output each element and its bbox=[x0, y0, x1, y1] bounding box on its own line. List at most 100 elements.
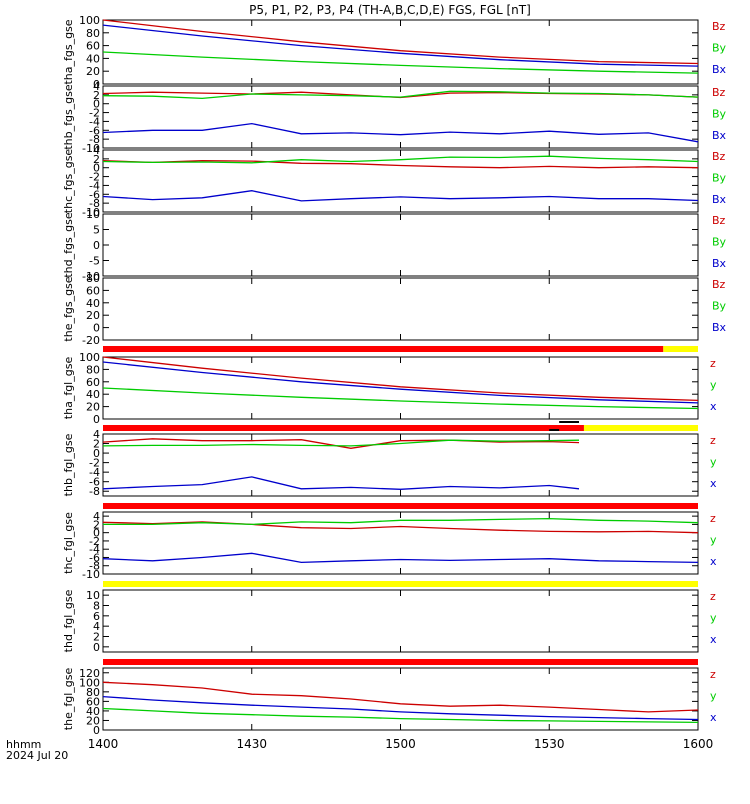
x-tick-label: 1400 bbox=[88, 737, 119, 751]
legend-entry: y bbox=[710, 456, 717, 469]
legend-entry: Bz bbox=[712, 278, 726, 291]
panel-frame bbox=[102, 589, 699, 653]
y-tick-label: 4 bbox=[93, 620, 100, 633]
y-tick-label: 100 bbox=[79, 351, 100, 364]
series-line-x bbox=[102, 476, 580, 490]
y-tick-label: -2 bbox=[89, 535, 100, 548]
panel-frame bbox=[102, 667, 699, 731]
y-tick-label: 100 bbox=[79, 14, 100, 27]
y-tick-label: -2 bbox=[89, 107, 100, 120]
y-tick-label: 20 bbox=[86, 401, 100, 414]
y-tick-label: 2 bbox=[93, 153, 100, 166]
y-tick-label: -10 bbox=[82, 270, 100, 283]
y-tick-label: 0 bbox=[93, 322, 100, 335]
y-tick-label: 0 bbox=[93, 641, 100, 654]
y-tick-label: 10 bbox=[86, 208, 100, 221]
y-tick-label: 8 bbox=[93, 600, 100, 613]
panel-frame bbox=[102, 85, 699, 149]
y-tick-label: 4 bbox=[93, 428, 100, 441]
y-axis-label: the_fgl_gse bbox=[62, 668, 75, 731]
y-tick-label: 120 bbox=[79, 667, 100, 680]
legend-entry: Bz bbox=[712, 214, 726, 227]
y-tick-label: 0 bbox=[93, 78, 100, 91]
legend-entry: x bbox=[710, 477, 717, 490]
y-tick-label: -5 bbox=[89, 255, 100, 268]
legend-entry: Bz bbox=[712, 150, 726, 163]
legend-entry: By bbox=[712, 236, 727, 249]
series-line-y bbox=[103, 517, 699, 526]
y-tick-label: 40 bbox=[86, 388, 100, 401]
y-tick-label: 0 bbox=[93, 162, 100, 175]
y-tick-label: -6 bbox=[89, 551, 100, 564]
series-line-z bbox=[102, 681, 699, 713]
series-line-z bbox=[102, 438, 580, 449]
y-tick-label: 20 bbox=[86, 714, 100, 727]
legend-entry: z bbox=[710, 434, 716, 447]
y-tick-label: -8 bbox=[89, 560, 100, 573]
x-tick-label: 1500 bbox=[385, 737, 416, 751]
y-tick-label: -4 bbox=[89, 115, 100, 128]
y-tick-label: 2 bbox=[93, 518, 100, 531]
legend-entry: y bbox=[710, 690, 717, 703]
y-tick-label: 0 bbox=[93, 413, 100, 426]
series-line-By bbox=[102, 90, 699, 100]
x-tick-label: 1430 bbox=[236, 737, 267, 751]
status-bar-mark bbox=[549, 429, 560, 431]
y-tick-label: 4 bbox=[93, 144, 100, 157]
series-line-z bbox=[102, 356, 699, 402]
status-bar-segment bbox=[103, 659, 698, 665]
y-axis-label: tha_fgs_gse bbox=[62, 19, 75, 84]
legend-entry: x bbox=[710, 555, 717, 568]
y-tick-label: 5 bbox=[93, 224, 100, 237]
status-bar-segment bbox=[103, 581, 698, 587]
y-axis-label: thd_fgl_gse bbox=[62, 589, 75, 652]
y-axis-label: thd_fgs_gse bbox=[62, 212, 75, 278]
status-bar-segment bbox=[103, 346, 664, 352]
y-tick-label: 4 bbox=[93, 80, 100, 93]
panel-frame bbox=[102, 19, 699, 85]
y-tick-label: -10 bbox=[82, 206, 100, 219]
series-line-Bz bbox=[102, 159, 699, 169]
y-tick-label: 60 bbox=[86, 376, 100, 389]
footer-time-unit: hhmm bbox=[6, 738, 41, 751]
y-tick-label: 0 bbox=[93, 239, 100, 252]
y-tick-label: -8 bbox=[89, 485, 100, 498]
series-line-Bx bbox=[102, 122, 699, 143]
status-bar-segment bbox=[663, 346, 698, 352]
legend-entry: x bbox=[710, 711, 717, 724]
y-tick-label: -6 bbox=[89, 124, 100, 137]
y-tick-label: -20 bbox=[82, 334, 100, 347]
series-line-y bbox=[102, 707, 699, 724]
y-tick-label: -8 bbox=[89, 133, 100, 146]
y-tick-label: 2 bbox=[93, 89, 100, 102]
legend-entry: By bbox=[712, 300, 727, 313]
status-bar-segment bbox=[103, 425, 584, 431]
y-tick-label: 60 bbox=[86, 284, 100, 297]
panel-frame bbox=[102, 356, 699, 420]
legend-entry: z bbox=[710, 668, 716, 681]
y-axis-label: thc_fgl_gse bbox=[62, 512, 75, 574]
y-tick-label: -6 bbox=[89, 188, 100, 201]
status-bar-mark bbox=[559, 421, 579, 423]
y-tick-label: 10 bbox=[86, 589, 100, 602]
legend-entry: z bbox=[710, 357, 716, 370]
y-tick-label: 80 bbox=[86, 686, 100, 699]
legend-entry: Bx bbox=[712, 321, 727, 334]
footer-date: 2024 Jul 20 bbox=[6, 749, 68, 762]
series-line-z bbox=[102, 521, 699, 534]
panel-frame bbox=[102, 277, 699, 341]
status-bar-segment bbox=[103, 503, 698, 509]
legend-entry: y bbox=[710, 379, 717, 392]
chart-title: P5, P1, P2, P3, P4 (TH-A,B,C,D,E) FGS, F… bbox=[249, 3, 531, 17]
series-line-By bbox=[102, 155, 699, 164]
legend-entry: y bbox=[710, 534, 717, 547]
y-tick-label: 2 bbox=[93, 631, 100, 644]
series-line-x bbox=[102, 695, 699, 721]
series-line-x bbox=[102, 552, 699, 564]
y-tick-label: -6 bbox=[89, 476, 100, 489]
legend-entry: Bx bbox=[712, 129, 727, 142]
y-axis-label: thc_fgs_gse bbox=[62, 149, 75, 214]
y-tick-label: 0 bbox=[93, 724, 100, 737]
series-line-y bbox=[102, 439, 580, 447]
